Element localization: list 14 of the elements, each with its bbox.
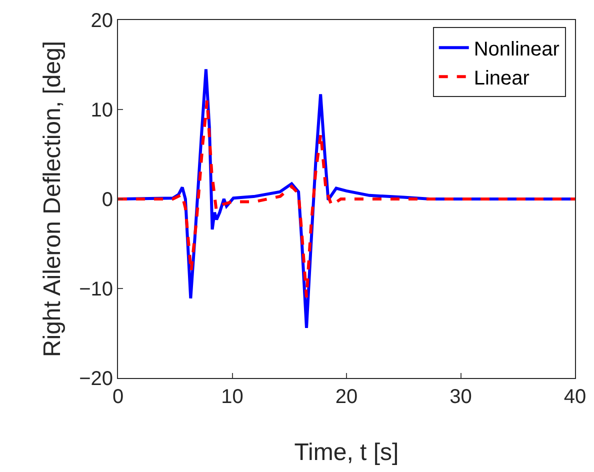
- y-axis-title: Right Aileron Deflection, [deg]: [39, 40, 66, 358]
- y-tick-label: 0: [102, 189, 113, 211]
- x-tick-label: 40: [564, 386, 586, 408]
- x-tick-label: 20: [335, 386, 358, 408]
- legend-label: Linear: [474, 67, 530, 90]
- line-series: [118, 99, 575, 299]
- x-tick-label: 10: [221, 386, 244, 408]
- y-tick-label: 20: [90, 10, 113, 32]
- legend-label: Nonlinear: [474, 38, 560, 60]
- x-tick-label: 30: [450, 386, 472, 408]
- y-tick-label: 10: [90, 100, 113, 122]
- y-tick-label: −10: [79, 278, 113, 300]
- y-tick-label: −20: [79, 368, 113, 390]
- x-axis-title: Time, t [s]: [294, 439, 399, 466]
